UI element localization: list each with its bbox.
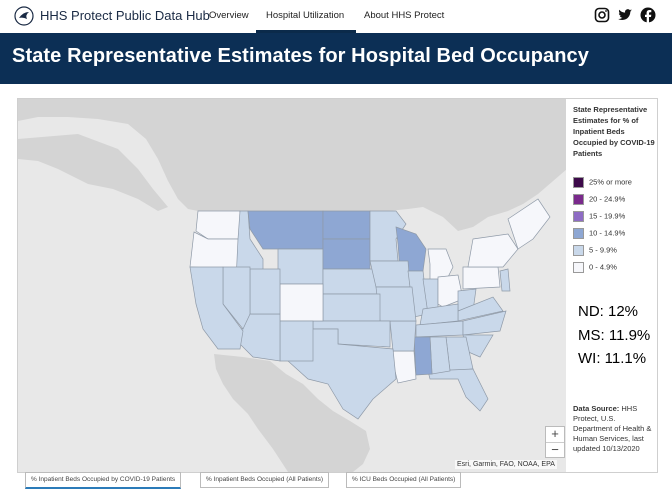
state-ohio[interactable] — [437, 274, 464, 308]
facebook-icon[interactable] — [640, 7, 656, 23]
state-north-dakota[interactable] — [322, 210, 371, 240]
legend-title: State Representative Estimates for % of … — [573, 105, 655, 158]
state-pennsylvania[interactable] — [462, 266, 501, 290]
legend-swatch — [573, 228, 584, 239]
mexico-landmass — [214, 354, 370, 472]
callout-wisconsin: WI: 11.1% — [578, 350, 647, 367]
us-states — [189, 198, 551, 420]
state-missouri[interactable] — [375, 286, 417, 322]
nav-tab-about[interactable]: About HHS Protect — [364, 10, 445, 21]
legend-label: 5 - 9.9% — [589, 245, 617, 255]
data-source: Data Source: HHS Protect, U.S. Departmen… — [573, 404, 655, 454]
coastline-northwest — [18, 134, 168, 211]
state-alabama[interactable] — [429, 336, 451, 375]
legend-swatch — [573, 194, 584, 205]
active-tab-indicator — [256, 30, 356, 33]
legend-item-10-14: 10 - 14.9% — [573, 228, 625, 239]
state-utah[interactable] — [249, 268, 281, 315]
top-navigation: HHS Protect Public Data Hub Overview Hos… — [0, 0, 672, 33]
page-banner: State Representative Estimates for Hospi… — [0, 33, 672, 84]
legend-label: 0 - 4.9% — [589, 262, 617, 272]
state-new-jersey[interactable] — [499, 268, 511, 292]
page-title: State Representative Estimates for Hospi… — [12, 45, 589, 67]
state-kentucky[interactable] — [419, 303, 459, 326]
state-wyoming[interactable] — [277, 248, 324, 285]
us-state-map[interactable] — [18, 99, 567, 472]
legend-swatch — [573, 211, 584, 222]
tab-icu-beds-all[interactable]: % ICU Beds Occupied (All Patients) — [346, 472, 462, 488]
legend-label: 10 - 14.9% — [589, 228, 626, 238]
legend-item-5-9: 5 - 9.9% — [573, 245, 617, 256]
state-washington[interactable] — [195, 210, 241, 240]
legend-swatch — [573, 177, 584, 188]
legend-panel: State Representative Estimates for % of … — [566, 98, 658, 473]
legend-item-0-4: 0 - 4.9% — [573, 262, 617, 273]
zoom-controls: + − — [545, 426, 565, 458]
state-new-england[interactable] — [507, 198, 551, 250]
data-source-label: Data Source: — [573, 404, 620, 413]
legend-label: 15 - 19.9% — [589, 211, 626, 221]
state-nebraska[interactable] — [322, 268, 381, 295]
tab-inpatient-beds-all[interactable]: % Inpatient Beds Occupied (All Patients) — [200, 472, 330, 488]
legend-label: 25% or more — [589, 177, 632, 187]
legend-item-20-24: 20 - 24.9% — [573, 194, 625, 205]
brand-title[interactable]: HHS Protect Public Data Hub — [40, 8, 210, 23]
state-kansas[interactable] — [322, 293, 381, 322]
legend-item-25-plus: 25% or more — [573, 177, 632, 188]
map-view[interactable]: + − Esri, Garmin, FAO, NOAA, EPA — [17, 98, 568, 473]
state-montana[interactable] — [247, 210, 324, 250]
state-mississippi[interactable] — [413, 336, 433, 376]
zoom-in-button[interactable]: + — [546, 427, 564, 443]
state-new-york[interactable] — [467, 233, 519, 268]
state-colorado[interactable] — [279, 283, 324, 322]
legend-swatch — [573, 245, 584, 256]
state-texas[interactable] — [287, 328, 397, 420]
zoom-out-button[interactable]: − — [551, 442, 559, 457]
state-louisiana[interactable] — [392, 350, 417, 384]
legend-swatch — [573, 262, 584, 273]
nav-tab-hospital-utilization[interactable]: Hospital Utilization — [266, 10, 345, 21]
state-iowa[interactable] — [369, 260, 411, 288]
state-california[interactable] — [189, 266, 244, 350]
state-new-mexico[interactable] — [279, 320, 314, 362]
state-north-carolina[interactable] — [462, 310, 507, 336]
state-south-dakota[interactable] — [322, 238, 371, 270]
state-arkansas[interactable] — [389, 320, 417, 352]
tab-covid-inpatient-beds[interactable]: % Inpatient Beds Occupied by COVID-19 Pa… — [25, 472, 182, 489]
nav-tab-overview[interactable]: Overview — [209, 10, 249, 21]
instagram-icon[interactable] — [594, 7, 610, 23]
callout-north-dakota: ND: 12% — [578, 303, 639, 320]
map-attribution: Esri, Garmin, FAO, NOAA, EPA — [455, 460, 557, 469]
twitter-icon[interactable] — [617, 7, 633, 23]
hhs-eagle-logo-icon[interactable] — [14, 6, 34, 26]
data-source-text: HHS Protect, U.S. Department of Health &… — [573, 404, 652, 453]
great-lakes — [410, 227, 468, 259]
legend-label: 20 - 24.9% — [589, 194, 626, 204]
legend-item-15-19: 15 - 19.9% — [573, 211, 625, 222]
canada-landmass — [18, 99, 567, 231]
state-florida[interactable] — [427, 368, 489, 412]
callout-mississippi: MS: 11.9% — [578, 327, 651, 344]
